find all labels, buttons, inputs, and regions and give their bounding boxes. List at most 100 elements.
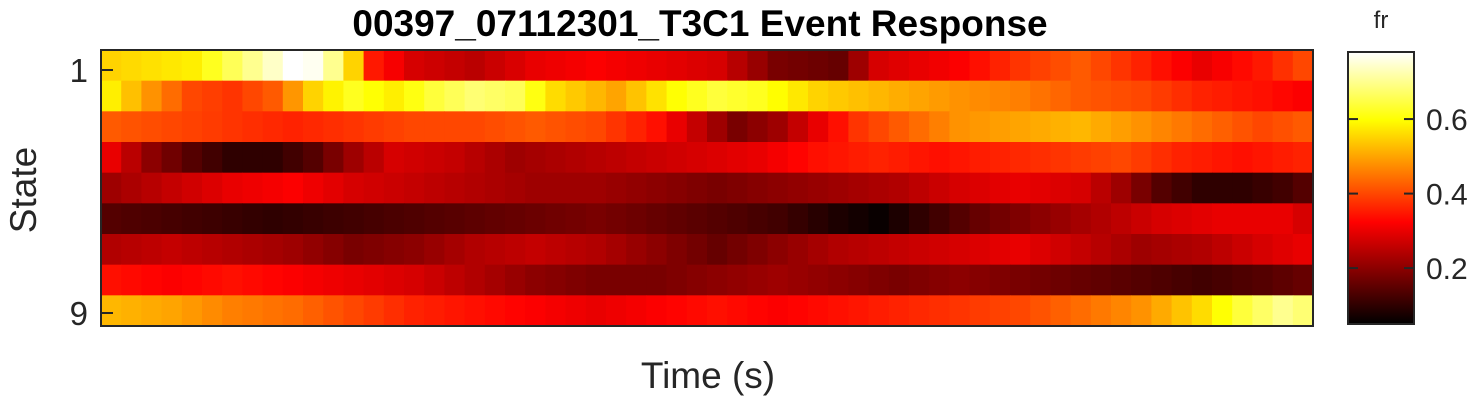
heatmap-cell (686, 203, 708, 235)
heatmap-cell (1171, 172, 1193, 204)
heatmap-cell (404, 111, 425, 143)
heatmap-cell (1252, 234, 1274, 266)
heatmap-cell (363, 80, 385, 112)
heatmap-cell (727, 172, 748, 204)
heatmap-cell (585, 50, 607, 82)
heatmap-cell (828, 203, 849, 235)
heatmap-cell (626, 142, 647, 174)
heatmap-cell (505, 111, 526, 143)
heatmap-cell (1292, 234, 1314, 266)
heatmap-cell (545, 111, 567, 143)
heatmap-cell (484, 203, 506, 235)
heatmap-cell (141, 142, 163, 174)
heatmap-cell (969, 142, 991, 174)
heatmap-cell (1070, 203, 1092, 235)
heatmap-cell (101, 264, 122, 296)
heatmap-cell (868, 172, 890, 204)
heatmap-cell (101, 234, 122, 266)
heatmap-cell (565, 172, 587, 204)
colorbar-tick-label: 0.4 (1426, 179, 1468, 212)
heatmap-cell (666, 295, 688, 327)
heatmap-cell (707, 234, 728, 266)
heatmap-cell (161, 234, 183, 266)
heatmap-cell (969, 172, 991, 204)
heatmap-cell (686, 172, 708, 204)
heatmap-cell (464, 172, 486, 204)
heatmap-cell (969, 234, 991, 266)
heatmap-cell (828, 50, 849, 82)
heatmap-cell (1090, 264, 1112, 296)
heatmap-cell (1171, 142, 1193, 174)
heatmap-cell (141, 172, 163, 204)
heatmap-cell (1010, 264, 1031, 296)
heatmap-cell (1131, 264, 1152, 296)
plot-frame (100, 49, 1314, 327)
heatmap-cell (1111, 264, 1132, 296)
heatmap-cell (1292, 142, 1314, 174)
heatmap-cell (828, 80, 849, 112)
heatmap-cell (444, 295, 466, 327)
heatmap-cell (1171, 203, 1193, 235)
heatmap-cell (1111, 111, 1132, 143)
heatmap-cell (101, 80, 122, 112)
heatmap-cell (868, 111, 890, 143)
heatmap-cell (727, 50, 748, 82)
heatmap-cell (404, 264, 425, 296)
heatmap-cell (1272, 111, 1294, 143)
heatmap-cell (585, 203, 607, 235)
heatmap-cell (1070, 234, 1092, 266)
heatmap-cell (747, 295, 769, 327)
heatmap-cell (121, 172, 142, 204)
heatmap-cell (1030, 172, 1051, 204)
heatmap-cell (424, 264, 445, 296)
x-axis-label: Time (s) (641, 355, 775, 396)
heatmap-cell (424, 295, 445, 327)
heatmap-cell (848, 295, 870, 327)
heatmap-cell (222, 172, 243, 204)
heatmap-cell (1050, 234, 1072, 266)
heatmap-cell (949, 203, 971, 235)
heatmap-cell (1151, 203, 1173, 235)
heatmap-cell (1070, 264, 1092, 296)
heatmap-cell (929, 50, 950, 82)
heatmap-cell (646, 295, 668, 327)
heatmap-cell (222, 203, 243, 235)
heatmap-cell (949, 111, 971, 143)
heatmap-cell (1252, 264, 1274, 296)
heatmap-cell (646, 264, 668, 296)
heatmap-cell (1252, 80, 1274, 112)
heatmap-cell (828, 142, 849, 174)
heatmap-cell (363, 142, 385, 174)
heatmap-cell (606, 142, 627, 174)
heatmap-cell (262, 172, 284, 204)
heatmap-cell (161, 295, 183, 327)
heatmap-cell (242, 295, 264, 327)
heatmap-cell (1171, 264, 1193, 296)
heatmap-cell (626, 172, 647, 204)
heatmap-cell (646, 50, 668, 82)
heatmap-cell (202, 80, 223, 112)
heatmap-cell (1010, 142, 1031, 174)
heatmap-cell (888, 50, 910, 82)
heatmap-cell (727, 295, 748, 327)
heatmap-cell (545, 264, 567, 296)
heatmap-cell (1090, 295, 1112, 327)
heatmap-cell (808, 203, 829, 235)
heatmap-cell (1212, 295, 1233, 327)
heatmap-cell (303, 80, 324, 112)
heatmap-cell (969, 80, 991, 112)
heatmap-cell (1090, 234, 1112, 266)
heatmap-cell (1232, 295, 1253, 327)
heatmap-cell (1050, 264, 1072, 296)
heatmap-cell (1272, 142, 1294, 174)
heatmap-cell (727, 142, 748, 174)
heatmap-cell (1232, 172, 1253, 204)
heatmap-cell (505, 142, 526, 174)
heatmap-cell (929, 172, 950, 204)
heatmap-cell (686, 295, 708, 327)
heatmap-cell (383, 203, 405, 235)
heatmap-cell (525, 172, 546, 204)
heatmap-cell (343, 142, 365, 174)
heatmap-cell (909, 80, 930, 112)
heatmap-cell (787, 203, 809, 235)
